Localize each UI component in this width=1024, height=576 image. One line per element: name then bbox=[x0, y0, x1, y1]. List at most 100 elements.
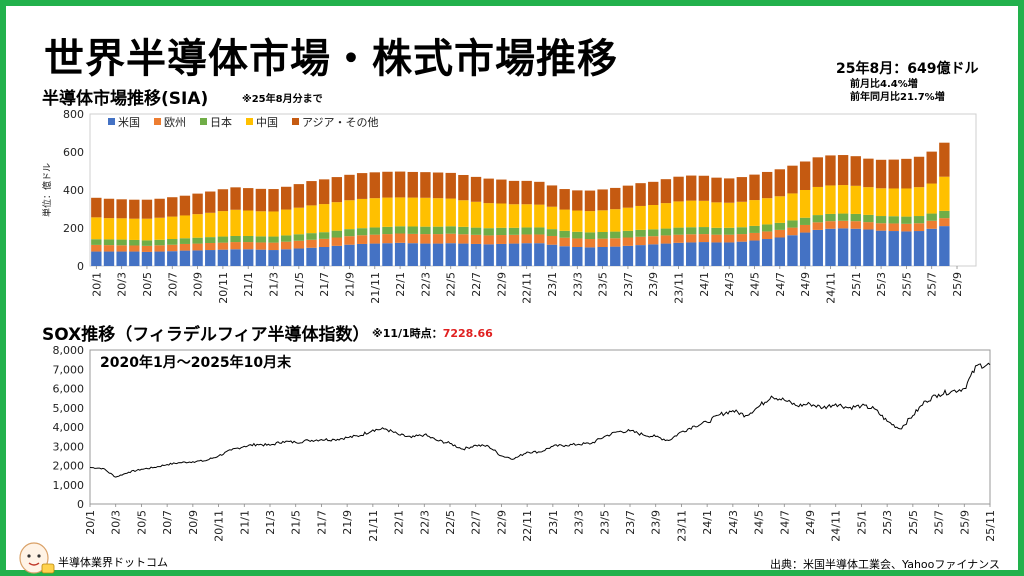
sia-x-tick-label: 24/9 bbox=[799, 272, 812, 297]
sia-bar-segment bbox=[597, 189, 608, 211]
sia-x-tick-label: 21/11 bbox=[369, 272, 382, 304]
sox-y-tick-label: 3,000 bbox=[53, 440, 85, 453]
sia-bar-segment bbox=[407, 243, 418, 266]
sia-bar-segment bbox=[141, 245, 153, 252]
sox-x-tick-label: 23/5 bbox=[598, 510, 611, 535]
sia-bar-segment bbox=[622, 245, 634, 266]
sia-x-tick-label: 25/5 bbox=[900, 272, 913, 297]
sia-legend-label: アジア・その他 bbox=[302, 116, 379, 129]
sox-y-tick-label: 2,000 bbox=[53, 460, 85, 473]
sia-bar-segment bbox=[91, 239, 102, 245]
sia-legend-label: 米国 bbox=[118, 116, 140, 129]
sia-legend-swatch bbox=[108, 118, 115, 125]
sia-x-tick-label: 23/3 bbox=[571, 272, 584, 297]
sox-x-tick-label: 25/1 bbox=[855, 510, 868, 535]
sia-bar-segment bbox=[420, 234, 431, 244]
sia-x-tick-label: 20/7 bbox=[166, 272, 179, 297]
sia-bar-segment bbox=[103, 218, 115, 240]
sia-bar-segment bbox=[913, 156, 925, 188]
sia-chart-title: 半導体市場推移(SIA) bbox=[42, 89, 209, 109]
sia-bar-segment bbox=[280, 209, 292, 236]
sia-bar-segment bbox=[445, 233, 456, 244]
sia-bar-segment bbox=[192, 237, 203, 244]
sia-bar-segment bbox=[926, 151, 937, 184]
sox-x-tick-label: 25/5 bbox=[907, 510, 920, 535]
sia-bar-segment bbox=[293, 248, 305, 266]
sia-x-tick-label: 22/5 bbox=[445, 272, 458, 297]
sia-bar-segment bbox=[230, 242, 241, 250]
sia-bar-segment bbox=[787, 165, 798, 194]
sia-bar-segment bbox=[407, 171, 418, 198]
sia-bar-segment bbox=[91, 217, 102, 240]
sia-bar-segment bbox=[761, 198, 773, 225]
sia-bar-segment bbox=[812, 157, 823, 187]
sia-bar-segment bbox=[483, 203, 494, 229]
sia-bar-segment bbox=[407, 226, 418, 234]
sia-bar-segment bbox=[205, 243, 216, 251]
sox-x-tick-label: 22/7 bbox=[470, 510, 483, 535]
sia-bar-segment bbox=[369, 227, 380, 235]
sia-bar-segment bbox=[546, 185, 558, 207]
sia-bar-segment bbox=[154, 217, 165, 240]
sia-bar-segment bbox=[407, 233, 418, 244]
sia-bar-segment bbox=[698, 175, 710, 201]
sia-bar-segment bbox=[141, 240, 153, 246]
sia-bar-segment bbox=[660, 179, 672, 204]
sia-bar-segment bbox=[205, 191, 216, 213]
mascot-logo bbox=[19, 542, 55, 574]
sox-x-tick-label: 21/11 bbox=[367, 510, 380, 542]
sia-bar-segment bbox=[926, 228, 937, 266]
sia-bar-segment bbox=[622, 207, 634, 231]
sia-bar-segment bbox=[901, 231, 912, 266]
sia-bar-segment bbox=[458, 243, 469, 266]
sia-bar-segment bbox=[255, 211, 267, 237]
sox-x-tick-label: 21/1 bbox=[238, 510, 251, 535]
sia-bar-segment bbox=[926, 213, 937, 221]
sia-bar-segment bbox=[698, 200, 710, 228]
sia-bar-segment bbox=[458, 234, 469, 244]
sia-x-tick-label: 23/9 bbox=[647, 272, 660, 297]
sia-bar-segment bbox=[939, 218, 950, 227]
sia-bar-segment bbox=[863, 214, 874, 223]
sia-bar-segment bbox=[939, 226, 950, 266]
sia-bar-segment bbox=[534, 181, 545, 205]
sia-bar-segment bbox=[508, 180, 520, 205]
sia-bar-segment bbox=[660, 235, 672, 244]
sia-bar-segment bbox=[103, 239, 115, 246]
sia-bar-segment bbox=[610, 246, 621, 266]
sia-bar-segment bbox=[736, 241, 748, 266]
sia-bar-segment bbox=[584, 190, 596, 212]
sia-x-tick-label: 22/7 bbox=[470, 272, 483, 297]
sia-y-tick-label: 600 bbox=[63, 146, 84, 159]
sia-bar-segment bbox=[243, 188, 254, 211]
sia-bar-segment bbox=[293, 240, 305, 249]
sia-bar-segment bbox=[799, 217, 811, 225]
sia-bar-segment bbox=[622, 237, 634, 246]
sia-bar-segment bbox=[318, 232, 330, 239]
sia-x-tick-label: 21/7 bbox=[318, 272, 331, 297]
sia-bar-segment bbox=[129, 245, 140, 252]
sia-x-tick-label: 22/11 bbox=[521, 272, 534, 304]
sia-bar-segment bbox=[179, 243, 191, 251]
sia-bar-segment bbox=[635, 205, 646, 230]
sia-bar-segment bbox=[243, 249, 254, 266]
sia-bar-segment bbox=[622, 230, 634, 238]
sox-x-tick-label: 22/11 bbox=[521, 510, 534, 542]
sia-bar-segment bbox=[863, 229, 874, 266]
sia-bar-segment bbox=[91, 197, 102, 218]
sia-bar-segment bbox=[521, 204, 532, 228]
sia-bar-segment bbox=[572, 247, 583, 266]
sia-bar-segment bbox=[863, 222, 874, 230]
sia-bar-segment bbox=[496, 227, 507, 236]
sia-bar-segment bbox=[850, 228, 861, 266]
sia-bar-segment bbox=[888, 231, 899, 266]
sia-bar-segment bbox=[597, 238, 608, 247]
sox-x-tick-label: 24/11 bbox=[830, 510, 843, 542]
sia-x-tick-label: 24/11 bbox=[824, 272, 837, 304]
sia-bar-segment bbox=[875, 159, 887, 189]
sia-bar-segment bbox=[711, 242, 722, 266]
sia-bar-segment bbox=[458, 174, 469, 201]
sia-bar-segment bbox=[205, 237, 216, 244]
sia-bar-segment bbox=[356, 173, 368, 199]
sia-bar-segment bbox=[610, 231, 621, 239]
